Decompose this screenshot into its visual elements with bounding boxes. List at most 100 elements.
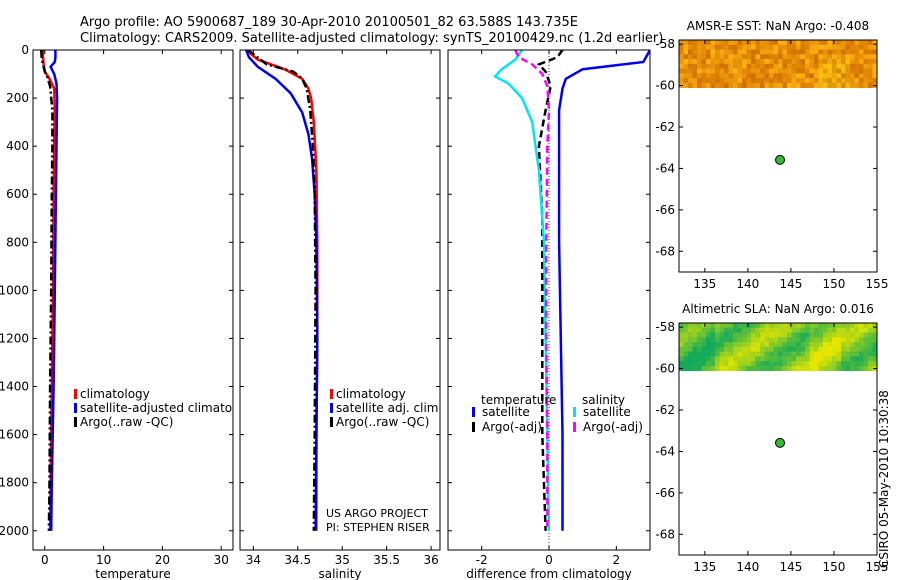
- heatmap-cell: [679, 54, 684, 60]
- heatmap-cell: [859, 323, 864, 329]
- heatmap-cell: [773, 361, 779, 367]
- heatmap-cell: [845, 356, 851, 362]
- heatmap-cell: [760, 323, 765, 329]
- heatmap-cell: [827, 323, 833, 329]
- heatmap-cell: [683, 82, 689, 89]
- heatmap-cell: [751, 356, 756, 362]
- heatmap-cell: [683, 49, 689, 55]
- heatmap-cell: [692, 40, 698, 46]
- heatmap-cell: [719, 59, 725, 65]
- heatmap-cell: [746, 68, 752, 74]
- heatmap-cell: [854, 351, 860, 357]
- heatmap-cell: [719, 342, 725, 348]
- heatmap-cell: [773, 351, 779, 357]
- map-x-tick-label: 155: [866, 560, 889, 574]
- heatmap-cell: [755, 44, 761, 50]
- heatmap-cell: [679, 327, 684, 333]
- heatmap-cell: [724, 73, 729, 79]
- heatmap-cell: [679, 361, 684, 367]
- heatmap-cell: [827, 49, 833, 55]
- heatmap-cell: [697, 59, 702, 65]
- heatmap-cell: [832, 337, 837, 343]
- heatmap-cell: [841, 63, 846, 69]
- heatmap-cell: [809, 351, 815, 357]
- heatmap-cell: [755, 332, 761, 338]
- map-y-tick-label: -64: [655, 161, 675, 175]
- heatmap-cell: [787, 49, 792, 55]
- heatmap-cell: [769, 332, 774, 338]
- heatmap-cell: [746, 361, 752, 367]
- heatmap-cell: [706, 44, 711, 50]
- heatmap-cell: [710, 73, 716, 79]
- heatmap-cell: [679, 40, 684, 46]
- heatmap-cell: [845, 351, 851, 357]
- heatmap-cell: [859, 63, 864, 69]
- heatmap-cell: [715, 342, 720, 348]
- heatmap-cell: [791, 365, 797, 372]
- heatmap-cell: [733, 337, 738, 343]
- map-y-tick-label: -68: [655, 244, 675, 258]
- legend-label-temperature-argo-adj: Argo(-adj): [482, 420, 542, 434]
- heatmap-cell: [787, 327, 792, 333]
- heatmap-cell: [782, 337, 788, 343]
- heatmap-cell: [724, 54, 729, 60]
- heatmap-cell: [845, 82, 851, 89]
- heatmap-cell: [818, 82, 824, 89]
- heatmap-cell: [868, 346, 873, 352]
- heatmap-cell: [683, 40, 689, 46]
- heatmap-cell: [728, 327, 734, 333]
- heatmap-cell: [688, 351, 693, 357]
- y-tick-label: 1800: [0, 476, 29, 490]
- heatmap-cell: [692, 44, 698, 50]
- heatmap-cell: [791, 356, 797, 362]
- legend-swatch-salinity-argo-adj: [573, 422, 576, 432]
- heatmap-cell: [827, 365, 833, 372]
- heatmap-cell: [827, 361, 833, 367]
- heatmap-cell: [706, 361, 711, 367]
- heatmap-cell: [818, 54, 824, 60]
- heatmap-cell: [706, 78, 711, 84]
- map-y-tick-label: -66: [655, 486, 675, 500]
- x-tick-label: 30: [214, 553, 229, 567]
- heatmap-cell: [791, 73, 797, 79]
- series-line-climatology: [41, 50, 57, 531]
- x-axis-label-temperature: temperature: [95, 567, 170, 580]
- heatmap-cell: [733, 365, 738, 372]
- heatmap-cell: [742, 351, 747, 357]
- heatmap-cell: [755, 82, 761, 89]
- heatmap-cell: [800, 44, 806, 50]
- heatmap-cell: [814, 351, 819, 357]
- legend-swatch-argo-raw-qc: [74, 417, 77, 427]
- legend-label-salinity-argo-adj: Argo(-adj): [583, 420, 643, 434]
- heatmap-cell: [854, 54, 860, 60]
- heatmap-cell: [701, 54, 707, 60]
- heatmap-cell: [796, 351, 801, 357]
- heatmap-cell: [724, 351, 729, 357]
- heatmap-cell: [841, 342, 846, 348]
- legend-label-argo-raw-qc: Argo(..raw -QC): [336, 415, 429, 429]
- heatmap-cell: [683, 44, 689, 50]
- heatmap-cell: [679, 59, 684, 65]
- heatmap-cell: [841, 82, 846, 89]
- heatmap-cell: [755, 68, 761, 74]
- heatmap-cell: [701, 73, 707, 79]
- heatmap-cell: [782, 351, 788, 357]
- heatmap-cell: [787, 73, 792, 79]
- heatmap-cell: [692, 68, 698, 74]
- heatmap-cell: [710, 337, 716, 343]
- heatmap-cell: [814, 82, 819, 89]
- heatmap-cell: [782, 40, 788, 46]
- heatmap-cell: [805, 342, 810, 348]
- heatmap-cell: [751, 82, 756, 89]
- heatmap-cell: [760, 59, 765, 65]
- heatmap-cell: [778, 44, 783, 50]
- heatmap-cell: [850, 361, 855, 367]
- heatmap-cell: [706, 40, 711, 46]
- heatmap-cell: [737, 73, 743, 79]
- heatmap-cell: [796, 44, 801, 50]
- heatmap-cell: [836, 346, 842, 352]
- heatmap-cell: [728, 49, 734, 55]
- heatmap-cell: [823, 59, 828, 65]
- heatmap-cell: [859, 351, 864, 357]
- heatmap-cell: [818, 59, 824, 65]
